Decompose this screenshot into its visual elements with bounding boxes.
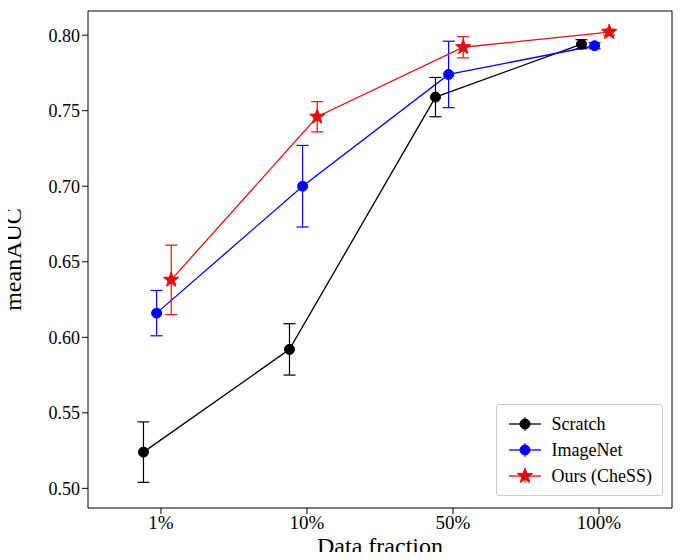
svg-text:0.75: 0.75 [49,101,81,121]
svg-text:Data fraction: Data fraction [317,533,443,552]
svg-text:meanAUC: meanAUC [8,208,26,311]
svg-text:0.65: 0.65 [49,252,81,272]
html-text:Ours (CheSS): Ours (CheSS) [551,465,652,486]
svg-text:0.70: 0.70 [49,177,81,197]
html-text:ImageNet: ImageNet [551,439,623,460]
svg-text:50%: 50% [436,512,471,533]
svg-text:10%: 10% [290,512,325,533]
html-text:Scratch: Scratch [551,413,606,434]
svg-text:100%: 100% [577,512,622,533]
svg-text:0.60: 0.60 [49,328,81,348]
svg-text:0.80: 0.80 [49,26,81,46]
svg-text:1%: 1% [148,512,174,533]
svg-text:0.50: 0.50 [49,479,81,499]
svg-text:0.55: 0.55 [49,403,81,423]
